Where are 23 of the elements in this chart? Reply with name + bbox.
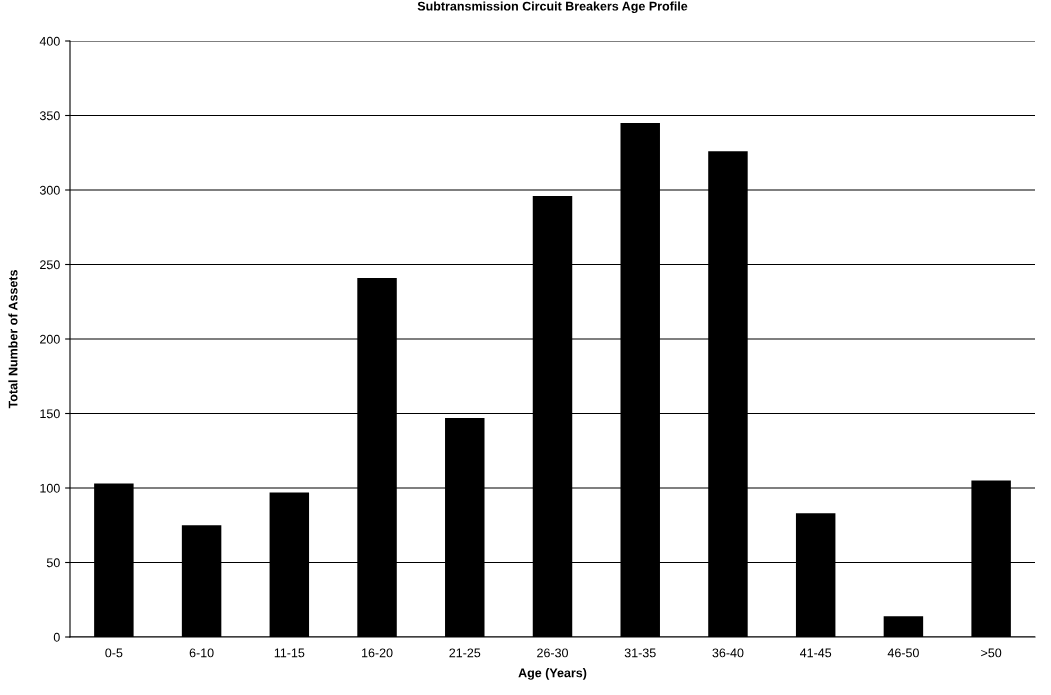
y-tick-label: 200 bbox=[40, 334, 60, 344]
y-tick-label: 400 bbox=[39, 36, 60, 46]
y-tick-label: 0 bbox=[53, 632, 60, 642]
x-tick-label: 16-20 bbox=[362, 648, 393, 658]
y-tick-label: 100 bbox=[40, 483, 60, 493]
x-tick-label: 6-10 bbox=[189, 648, 214, 658]
x-axis-title: Age (Years) bbox=[518, 668, 587, 680]
x-tick-label: 36-40 bbox=[712, 648, 744, 658]
x-tick-label: 46-50 bbox=[887, 648, 919, 658]
y-tick-label: 50 bbox=[46, 558, 60, 568]
x-tick-label: 0-5 bbox=[105, 648, 123, 658]
x-tick-label: 41-45 bbox=[799, 648, 832, 658]
x-tick-label: >50 bbox=[981, 648, 1002, 658]
x-tick-label: 26-30 bbox=[537, 648, 568, 658]
y-tick-label: 350 bbox=[39, 111, 60, 121]
y-tick-label: 150 bbox=[40, 409, 60, 419]
x-tick-label: 11-15 bbox=[274, 648, 305, 658]
x-tick-label: 21-25 bbox=[449, 648, 481, 658]
y-axis-title: Total Number of Assets bbox=[8, 270, 18, 409]
x-tick-label: 31-35 bbox=[624, 648, 656, 658]
chart-title: Subtransmission Circuit Breakers Age Profile bbox=[417, 1, 688, 14]
y-tick-label: 250 bbox=[40, 260, 60, 270]
y-tick-label: 300 bbox=[39, 185, 60, 195]
